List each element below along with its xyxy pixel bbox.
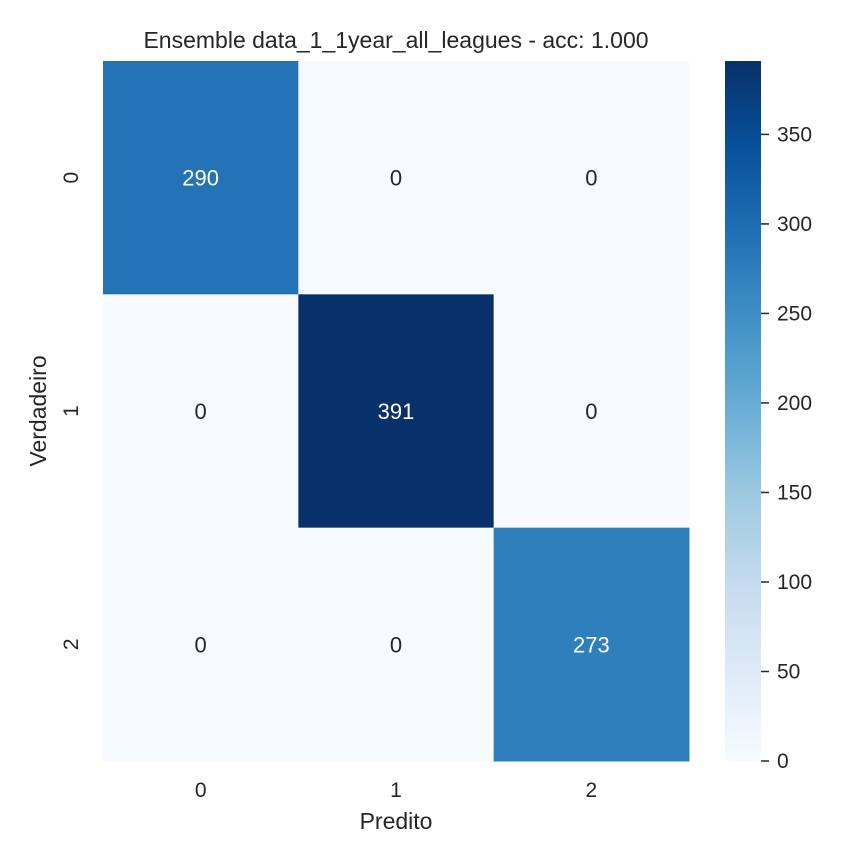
colorbar-tick-label-200: 200: [777, 392, 812, 415]
colorbar-ticks: 0 50 100 150 200 250 300 350: [761, 123, 812, 773]
x-axis-ticks: 0 1 2: [195, 779, 597, 802]
heatmap-cell-0-0: [103, 61, 299, 295]
colorbar-tick-label-50: 50: [777, 660, 800, 683]
cell-value-label-2-1: 0: [390, 632, 402, 657]
y-axis-ticks: 0 1 2: [60, 172, 83, 650]
colorbar-tick-label-150: 150: [777, 481, 812, 504]
colorbar: 0 50 100 150 200 250 300 350: [725, 61, 812, 773]
chart-title: Ensemble data_1_1year_all_leagues - acc:…: [143, 27, 648, 53]
colorbar-tick-label-0: 0: [777, 750, 789, 773]
cell-value-label-0-0: 290: [182, 166, 219, 191]
cell-value-label-1-2: 0: [585, 399, 597, 424]
heatmap-cell-0-2: [493, 61, 690, 295]
cell-value-label-2-0: 0: [195, 632, 207, 657]
colorbar-gradient: [725, 61, 761, 761]
cell-value-label-2-2: 273: [573, 632, 610, 657]
y-tick-label-2: 2: [60, 638, 83, 650]
heatmap-cell-2-1: [298, 527, 495, 762]
x-tick-label-2: 2: [585, 779, 597, 802]
colorbar-tick-label-250: 250: [777, 302, 812, 325]
heatmap-cells: [103, 61, 690, 762]
colorbar-tick-label-300: 300: [777, 213, 812, 236]
cell-labels: 290 0 0 0 391 0 0 0 273: [182, 166, 609, 658]
heatmap-cell-1-2: [493, 294, 690, 529]
x-axis-label: Predito: [360, 808, 433, 834]
x-tick-label-1: 1: [390, 779, 402, 802]
y-axis-label: Verdadeiro: [25, 355, 51, 466]
heatmap-cell-2-0: [103, 527, 299, 762]
x-tick-label-0: 0: [195, 779, 207, 802]
y-tick-label-0: 0: [60, 172, 83, 184]
heatmap-cell-0-1: [298, 61, 495, 295]
heatmap-cell-2-2: [493, 527, 690, 762]
cell-value-label-0-2: 0: [585, 166, 597, 191]
y-tick-label-1: 1: [60, 405, 83, 417]
heatmap-cell-1-1: [298, 294, 495, 529]
cell-value-label-1-0: 0: [195, 399, 207, 424]
heatmap-cell-1-0: [103, 294, 299, 529]
cell-value-label-1-1: 391: [378, 399, 415, 424]
colorbar-tick-label-350: 350: [777, 123, 812, 146]
colorbar-tick-label-100: 100: [777, 571, 812, 594]
cell-value-label-0-1: 0: [390, 166, 402, 191]
